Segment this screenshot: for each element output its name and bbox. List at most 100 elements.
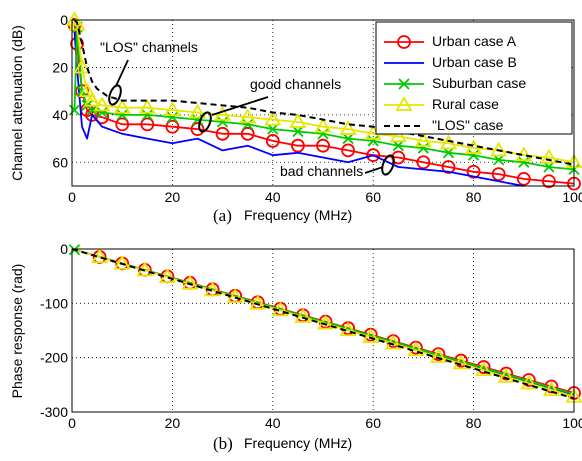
chart-a-series-urban-case-a-marker-10 — [215, 126, 230, 141]
chart-a-series-rural-case-marker-14 — [314, 117, 332, 133]
chart-b-series-rural-case-marker-7 — [249, 294, 267, 310]
chart-a-series-urban-case-a-marker-7 — [140, 117, 155, 132]
chart-a-xtick-20: 20 — [165, 189, 181, 205]
chart-a-series-suburban-case-marker-23 — [543, 161, 555, 173]
chart-b-series-rural-case-marker-16 — [452, 354, 470, 370]
annotation-good-channels-text: good channels — [250, 76, 341, 92]
annotation-good-channels-pointer — [211, 96, 269, 116]
chart-b-series-rural-case-marker-12 — [362, 328, 380, 343]
chart-b-ytick-0: 0 — [60, 241, 68, 257]
chart-b-ytick-300: -300 — [40, 404, 68, 420]
legend-label-urban-b: Urban case B — [432, 54, 517, 70]
chart-a-series-suburban-case-marker-18 — [417, 142, 430, 154]
legend-label-urban-a: Urban case A — [432, 33, 517, 49]
chart-a-xtick-100: 100 — [562, 189, 582, 205]
chart-a-series-rural-case-marker-3 — [78, 82, 96, 98]
annotation-bad-channels: bad channels — [280, 154, 395, 179]
legend-box — [375, 21, 573, 135]
chart-a-series-rural-case-marker-23 — [540, 148, 558, 164]
chart-a-series-suburban-case-marker-19 — [442, 147, 455, 159]
chart-a-series-urban-case-a-marker-6 — [115, 117, 130, 132]
annotation-los-channels: "LOS" channels — [100, 39, 198, 106]
chart-a-series-urban-case-a-marker-14 — [316, 138, 330, 153]
chart-a-frame — [71, 19, 575, 187]
chart-a-series-suburban-case-marker-5 — [96, 106, 108, 119]
chart-b-series-rural-case-marker-17 — [475, 361, 493, 377]
chart-b-series-los-case-line — [71, 248, 575, 400]
chart-b-series-rural-case-marker-14 — [407, 341, 425, 357]
chart-b-xlabel: Frequency (MHz) — [244, 435, 352, 451]
chart-a-ytick-20: 20 — [52, 59, 68, 75]
chart-a-series-suburban-case-marker-10 — [216, 116, 229, 128]
chart-a-series-urban-case-a-marker-16 — [366, 148, 381, 163]
chart-a-series-urban-case-a-marker-11 — [240, 126, 255, 141]
chart-a-series-rural-case-marker-13 — [289, 113, 307, 128]
chart-b-xtick-80: 80 — [466, 415, 482, 431]
chart-a-ytick-40: 40 — [52, 107, 68, 123]
chart-b-plot-area — [72, 249, 574, 412]
chart-a-series-urban-case-a-marker-8 — [165, 119, 180, 134]
chart-a-series-rural-case-marker-12 — [264, 110, 282, 126]
chart-a-series-suburban-case-marker-12 — [267, 123, 279, 135]
chart-a-series-los-case-line — [73, 19, 575, 166]
chart-a-xtick-80: 80 — [466, 189, 482, 205]
chart-a-series-rural-case-marker-4 — [83, 91, 101, 107]
chart-a-series-suburban-case-marker-11 — [242, 118, 254, 130]
chart-b-series-rural-case-marker-1 — [113, 254, 131, 270]
chart-a-series-suburban-case-marker-9 — [191, 113, 204, 126]
chart-a-ticks: 0 20 40 60 80 100 0 20 40 60 — [52, 12, 582, 205]
chart-a-series-rural-case-marker-18 — [414, 132, 432, 147]
chart-a-series-rural-case-marker-7 — [138, 98, 156, 114]
chart-a-series-urban-case-a-marker-12 — [265, 134, 280, 148]
annotation-good-channels-ellipse — [198, 111, 212, 133]
chart-a-series-rural-case-marker-8 — [163, 101, 181, 117]
chart-b-series-rural-case-marker-15 — [429, 348, 448, 363]
chart-a-series-suburban-case-marker-15 — [342, 132, 354, 145]
chart-a-series-suburban-case-marker-14 — [317, 128, 329, 140]
chart-a-series-rural-case-marker-1 — [68, 15, 86, 31]
chart-b-series-rural-case-marker-18 — [497, 368, 515, 383]
annotation-bad-channels-ellipse — [381, 154, 395, 176]
chart-a-series-rural-case-marker-10 — [214, 106, 232, 121]
chart-a-series-urban-case-a-marker-9 — [190, 122, 205, 136]
chart-a-series-urban-case-a-marker-19 — [441, 160, 456, 174]
chart-a-ylabel: Channel attenuation (dB) — [9, 25, 25, 181]
chart-a-series-rural-case-marker-17 — [389, 127, 407, 143]
chart-a-legend: Urban case A Urban case B Suburban case … — [375, 21, 573, 135]
chart-b-series-rural-case-marker-9 — [294, 308, 312, 323]
chart-b-ytick-200: -200 — [40, 350, 68, 366]
chart-b-frame — [71, 248, 575, 413]
chart-a-xtick-0: 0 — [68, 189, 76, 205]
chart-a-series-suburban-case-marker-7 — [141, 109, 153, 121]
chart-a-series-rural-case-marker-21 — [490, 141, 508, 157]
chart-a-series-rural-case-marker-15 — [339, 120, 357, 135]
chart-a-ytick-0: 0 — [60, 12, 68, 28]
chart-a-series-suburban-case-marker-4 — [86, 104, 98, 116]
chart-a-series-urban-case-a-marker-22 — [516, 171, 531, 186]
chart-a-series-rural-case-marker-9 — [188, 103, 207, 119]
chart-a-series-suburban-case-marker-13 — [292, 125, 304, 138]
chart-a-series-urban-case-a-marker-13 — [290, 138, 305, 153]
chart-b-xtick-0: 0 — [68, 415, 76, 431]
chart-b-ticks: 0 20 40 60 80 100 0 -100 -200 -300 — [40, 241, 582, 431]
chart-b-caption: (b) — [213, 434, 233, 453]
chart-b-series-rural-case-marker-19 — [520, 374, 538, 390]
chart-a-series-urban-case-b-line — [73, 31, 524, 187]
chart-a-series-rural-case-marker-6 — [113, 98, 131, 114]
chart-a-series-urban-case-b — [73, 31, 524, 187]
chart-a-series-suburban-case-marker-20 — [467, 149, 480, 161]
chart-a-ytick-60: 60 — [52, 154, 68, 170]
chart-a: 0 20 40 60 80 100 0 20 40 60 Channel attenuation … — [9, 11, 582, 225]
chart-a-series-urban-case-a-marker-20 — [466, 164, 481, 179]
legend-items — [384, 35, 424, 127]
chart-a-xtick-40: 40 — [265, 189, 281, 205]
legend-sample-suburban-case-marker — [398, 78, 410, 90]
chart-a-series-suburban-case-marker-16 — [367, 135, 379, 147]
legend-label-los: "LOS" case — [432, 117, 504, 133]
chart-b-series-rural-case-marker-6 — [226, 288, 244, 303]
chart-b-xtick-20: 20 — [165, 415, 181, 431]
legend-sample-urban-case-a-marker — [397, 35, 411, 49]
annotation-good-channels: good channels — [198, 76, 341, 133]
chart-a-xlabel: Frequency (MHz) — [244, 207, 352, 223]
